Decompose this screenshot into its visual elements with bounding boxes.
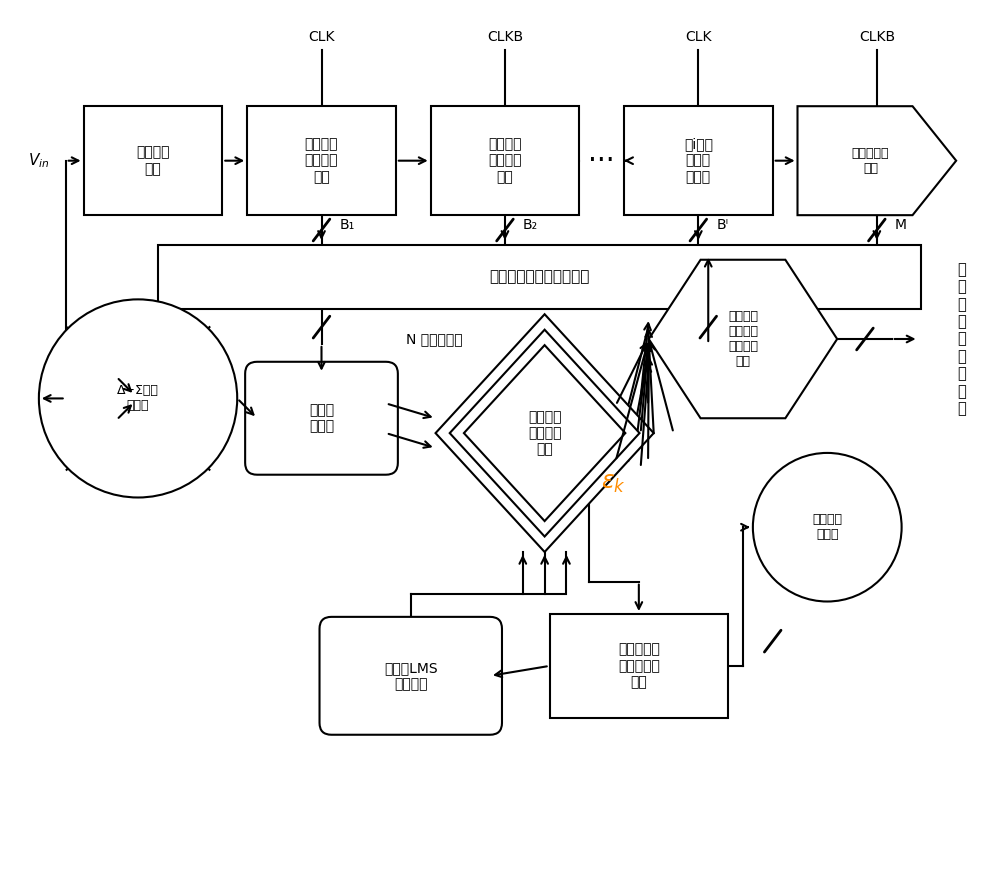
Bar [84, 107, 222, 215]
Polygon shape [649, 260, 837, 418]
Text: ···: ··· [588, 147, 615, 175]
Text: CLK: CLK [685, 30, 712, 44]
Text: B₂: B₂ [523, 218, 538, 232]
Text: Bᴵ: Bᴵ [716, 218, 728, 232]
FancyBboxPatch shape [320, 617, 502, 734]
Polygon shape [450, 329, 640, 536]
Bar [247, 107, 396, 215]
Text: M: M [895, 218, 907, 232]
Text: 误差自相关
函数计算寄
存器: 误差自相关 函数计算寄 存器 [618, 643, 660, 689]
Text: CLK: CLK [308, 30, 335, 44]
Text: B₁: B₁ [339, 218, 355, 232]
Text: $\varepsilon_k$: $\varepsilon_k$ [601, 471, 626, 495]
Text: $V_{in}$: $V_{in}$ [28, 151, 50, 170]
Text: 流水线数据匹配错位相加: 流水线数据匹配错位相加 [489, 270, 590, 284]
Polygon shape [798, 107, 956, 215]
Circle shape [753, 453, 902, 601]
Text: Δ−Σ模数
转换器: Δ−Σ模数 转换器 [117, 385, 159, 412]
Text: 高速模数转
换器: 高速模数转 换器 [852, 147, 889, 175]
Text: 高阶自适
应滤波器
权值: 高阶自适 应滤波器 权值 [528, 410, 561, 456]
Text: 后向型全
极点格型
自适应滤
波器: 后向型全 极点格型 自适应滤 波器 [728, 310, 758, 368]
Text: N 位数字输出: N 位数字输出 [406, 332, 462, 346]
Text: 采样保持
电路: 采样保持 电路 [136, 146, 170, 176]
Text: CLKB: CLKB [487, 30, 523, 44]
Polygon shape [464, 345, 625, 521]
Text: 第二级流
水线转换
电路: 第二级流 水线转换 电路 [488, 138, 522, 184]
Text: 第一级流
水线转换
电路: 第一级流 水线转换 电路 [305, 138, 338, 184]
Text: 校
准
后
数
字
信
号
输
出: 校 准 后 数 字 信 号 输 出 [957, 262, 966, 416]
Bar [550, 614, 728, 718]
Circle shape [39, 299, 237, 497]
FancyBboxPatch shape [245, 361, 398, 475]
Polygon shape [436, 314, 654, 552]
Text: 变步长LMS
迭代算法: 变步长LMS 迭代算法 [384, 661, 438, 691]
Bar [158, 245, 921, 309]
Text: 收敛判决
标志位: 收敛判决 标志位 [812, 513, 842, 541]
Text: CLKB: CLKB [859, 30, 895, 44]
Text: 第i级流
水线转
换电路: 第i级流 水线转 换电路 [684, 138, 713, 184]
Bar [431, 107, 579, 215]
Bar [624, 107, 773, 215]
Text: 数据同
步电路: 数据同 步电路 [309, 403, 334, 433]
